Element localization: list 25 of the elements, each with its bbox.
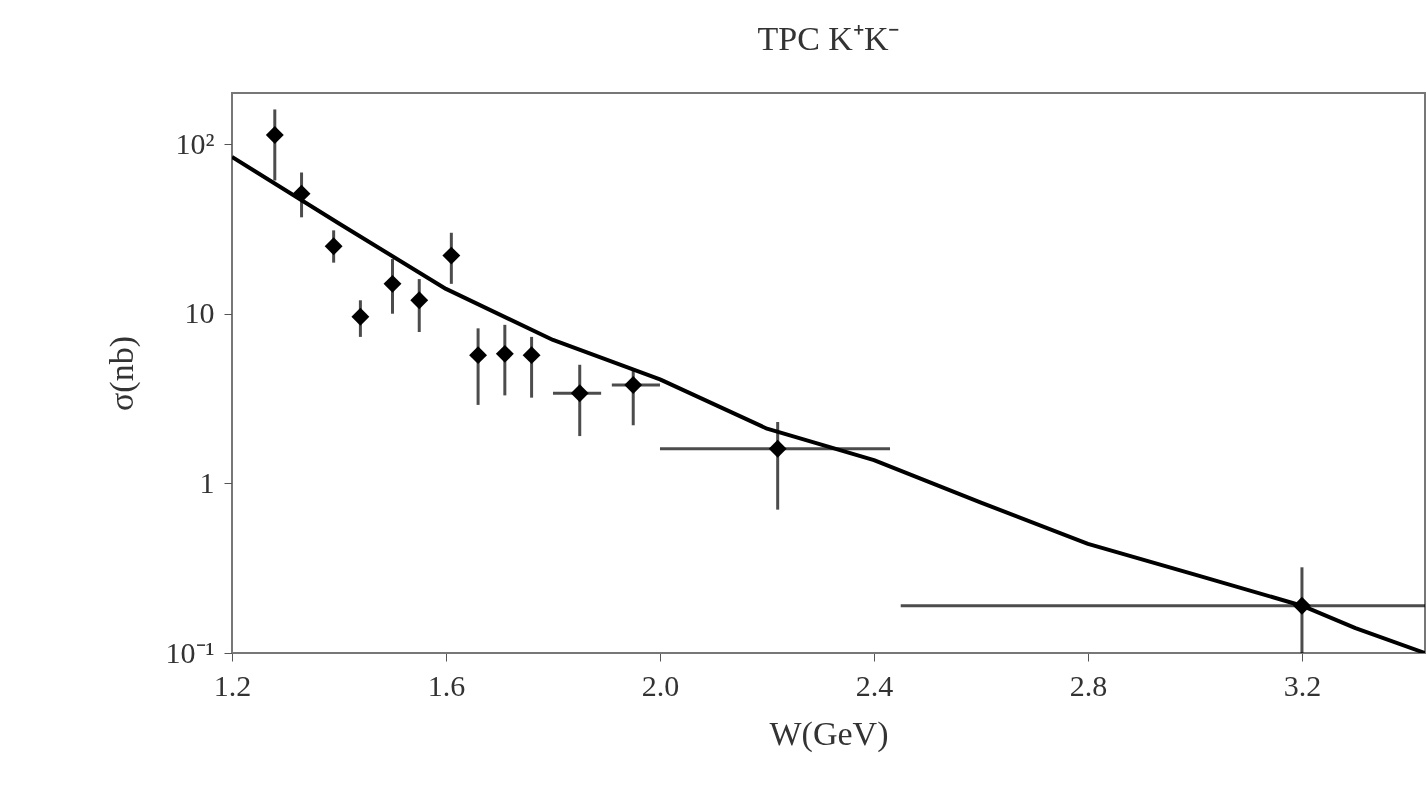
point	[495, 344, 514, 363]
point	[383, 274, 402, 293]
point	[324, 237, 343, 256]
y-axis-title: σ(nb)	[102, 336, 141, 411]
point	[768, 439, 787, 458]
x-tick-label: 3.2	[1283, 668, 1322, 702]
x-tick-label: 1.2	[213, 668, 252, 702]
point	[410, 291, 429, 310]
x-tick-label: 2.4	[855, 668, 894, 702]
x-tick-label: 2.0	[641, 668, 680, 702]
y-tick-label: 1	[199, 465, 215, 499]
y-tick-label: 10⁻¹	[165, 635, 215, 669]
y-tick-label: 10²	[175, 126, 215, 160]
point	[442, 246, 461, 265]
point	[624, 376, 643, 394]
x-axis-title: W(GeV)	[769, 714, 889, 753]
x-tick-label: 1.6	[427, 668, 466, 702]
point	[265, 126, 284, 145]
point	[522, 346, 541, 365]
point	[351, 307, 370, 326]
chart-title: TPC K⁺K⁻	[757, 20, 900, 57]
x-tick-label: 2.8	[1069, 668, 1108, 702]
point	[469, 346, 488, 365]
point	[570, 384, 589, 403]
y-tick-label: 10	[184, 296, 215, 330]
